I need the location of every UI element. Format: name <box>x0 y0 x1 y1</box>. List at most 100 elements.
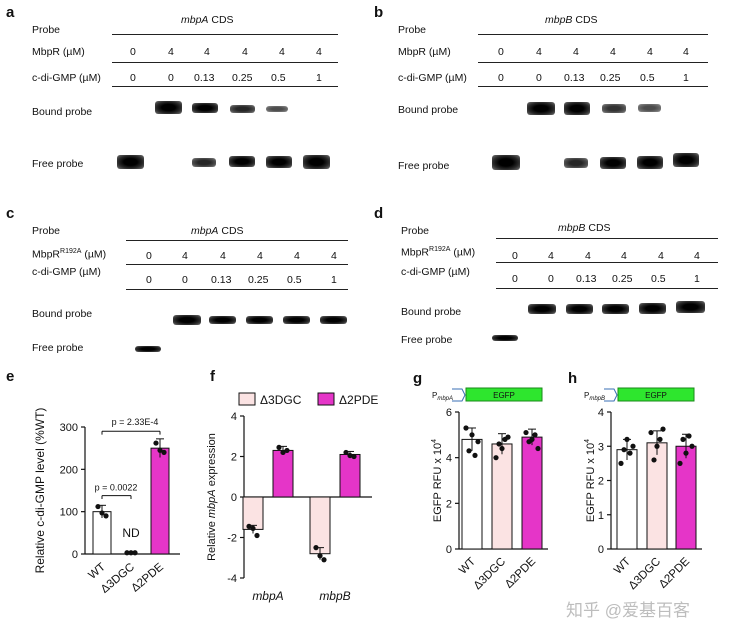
data-point <box>660 426 666 432</box>
x-tick-label: Δ3DGC <box>472 556 509 593</box>
cdigmp-value: 1 <box>331 274 337 286</box>
bar <box>521 436 543 550</box>
gel-band-bound <box>602 104 626 113</box>
bar <box>461 438 483 550</box>
panel-label-a: a <box>6 4 15 21</box>
header-rule <box>126 264 348 265</box>
x-tick-label: WT <box>87 561 108 582</box>
mutation-superscript: R192A <box>429 246 451 253</box>
y-tick-label: 3 <box>598 441 604 453</box>
bar <box>150 447 170 555</box>
gel-band-bound <box>230 105 255 113</box>
egfp-label: EGFP <box>645 391 667 400</box>
gel-band-bound <box>566 304 593 314</box>
y-tick-label: 0 <box>446 544 452 556</box>
header-rule <box>496 288 718 289</box>
gel-band-bound <box>676 301 705 313</box>
header-rule <box>112 62 338 63</box>
bar <box>309 496 331 555</box>
cdigmp-label: c-di-GMP (µM) <box>32 72 101 84</box>
p-value-annotation: p = 2.33E-4 <box>112 417 159 427</box>
x-tick-label: Δ3DGC <box>627 556 664 593</box>
data-point <box>493 455 499 461</box>
data-point <box>683 450 689 456</box>
data-point <box>648 429 654 436</box>
y-tick-label: -4 <box>227 573 237 585</box>
data-point <box>313 545 319 551</box>
mbpr-r192a-label: MbpRR192A (µM) <box>32 248 106 261</box>
cdigmp-value: 0 <box>182 274 188 286</box>
data-point <box>686 433 692 439</box>
data-point <box>161 449 167 455</box>
data-point <box>630 443 636 449</box>
cdigmp-value: 0.25 <box>232 72 253 84</box>
y-axis-label: EGFP RFU x 104 <box>584 439 597 522</box>
legend-label: Δ2PDE <box>339 393 378 407</box>
cdigmp-value: 0.13 <box>211 274 232 286</box>
mbpr-value: 4 <box>331 250 337 262</box>
gel-band-bound <box>602 304 629 314</box>
cdigmp-value: 1 <box>683 72 689 84</box>
cdigmp-value: 0.13 <box>576 273 597 285</box>
mbpr-value: 4 <box>621 250 627 262</box>
p-value-annotation: p = 0.0022 <box>95 483 138 493</box>
cdigmp-value: 0.25 <box>248 274 269 286</box>
bar <box>646 442 668 550</box>
panel-label-e: e <box>6 368 15 385</box>
legend-label: Δ3DGC <box>260 393 302 407</box>
data-point <box>472 452 478 458</box>
x-tick-label: Δ2PDE <box>129 561 166 595</box>
gel-band-free <box>637 156 663 169</box>
cdigmp-value: 0.13 <box>194 72 215 84</box>
gel-band-bound <box>564 102 590 115</box>
x-tick-label: Δ2PDE <box>503 555 538 590</box>
data-point <box>343 449 349 456</box>
mutation-superscript: R192A <box>60 248 82 255</box>
egfp-box <box>617 387 695 402</box>
data-point <box>532 432 538 438</box>
cdigmp-label: c-di-GMP (µM) <box>401 266 470 278</box>
gel-band-bound <box>192 103 218 113</box>
gel-band-bound <box>283 316 310 324</box>
gel-band-bound <box>528 304 556 314</box>
data-point <box>157 447 163 453</box>
gel-band-free <box>303 155 330 169</box>
data-point <box>680 436 686 442</box>
gel-band-free <box>229 156 255 167</box>
promoter-arrow <box>452 388 466 402</box>
header-rule <box>478 62 708 63</box>
header-rule <box>126 289 348 290</box>
gel-band-bound <box>266 106 288 112</box>
data-point <box>677 460 683 466</box>
mbpr-value: 4 <box>548 250 554 262</box>
probe-gene-header: mbpA CDS <box>181 14 234 26</box>
cds-label: CDS <box>211 14 234 26</box>
cds-label: CDS <box>221 225 244 237</box>
cdigmp-value: 0 <box>168 72 174 84</box>
free-probe-label: Free probe <box>398 160 450 172</box>
nd-annotation: ND <box>122 526 140 540</box>
promoter-label: PmbpB <box>584 391 605 402</box>
probe-gene-header: mbpA CDS <box>191 225 244 237</box>
mbpr-value: 4 <box>658 250 664 262</box>
panel-label-h: h <box>568 370 578 387</box>
mbpr-value: 4 <box>694 250 700 262</box>
mbpr-value: 4 <box>585 250 591 262</box>
x-tick-label: WT <box>612 556 633 577</box>
y-axis-label: Relative c-di-GMP level (%WT) <box>33 408 47 574</box>
gel-band-free <box>600 157 626 169</box>
header-rule <box>496 262 718 263</box>
y-tick-label: 0 <box>231 492 237 504</box>
data-point <box>469 432 475 438</box>
data-point <box>535 445 541 452</box>
data-point <box>618 460 624 466</box>
gel-band-bound <box>246 316 273 324</box>
probe-label: Probe <box>32 24 61 36</box>
gel-band-free <box>492 335 518 341</box>
cdigmp-label: c-di-GMP (µM) <box>32 266 101 278</box>
gene-name: mbpA <box>181 14 209 26</box>
data-point <box>284 447 290 454</box>
bound-probe-label: Bound probe <box>398 104 459 116</box>
cdigmp-value: 0 <box>130 72 136 84</box>
